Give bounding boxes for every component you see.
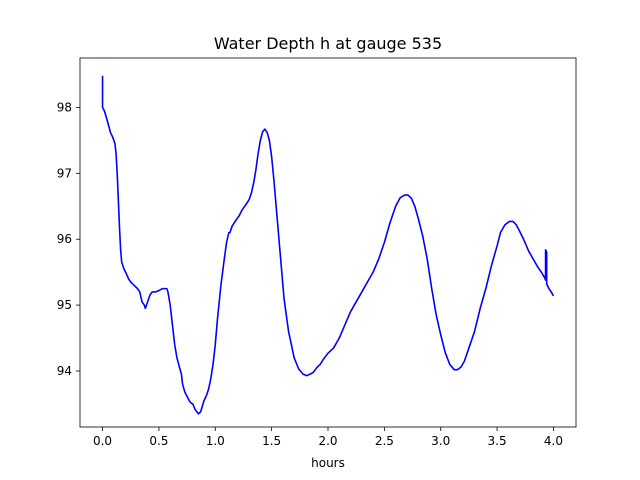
y-tick-label: 98: [57, 100, 72, 114]
x-tick-label: 3.5: [488, 434, 507, 448]
chart-title: Water Depth h at gauge 535: [214, 34, 442, 53]
y-axis: 94 95 96 97 98: [57, 100, 80, 378]
y-tick-label: 95: [57, 298, 72, 312]
y-tick-label: 96: [57, 232, 72, 246]
x-tick-label: 1.0: [206, 434, 225, 448]
series-line-0: [101, 75, 555, 415]
y-tick-label: 97: [57, 166, 72, 180]
x-axis-label: hours: [311, 456, 345, 470]
plot-area: [101, 75, 555, 415]
x-tick-label: 1.5: [262, 434, 281, 448]
x-axis: 0.0 0.5 1.0 1.5 2.0 2.5 3.0 3.5 4.0: [93, 427, 563, 448]
x-tick-label: 0.0: [93, 434, 112, 448]
x-tick-label: 4.0: [544, 434, 563, 448]
x-tick-label: 0.5: [149, 434, 168, 448]
x-tick-label: 3.0: [431, 434, 450, 448]
plot-frame: [79, 57, 577, 428]
y-tick-label: 94: [57, 364, 72, 378]
x-tick-label: 2.5: [375, 434, 394, 448]
x-tick-label: 2.0: [318, 434, 337, 448]
